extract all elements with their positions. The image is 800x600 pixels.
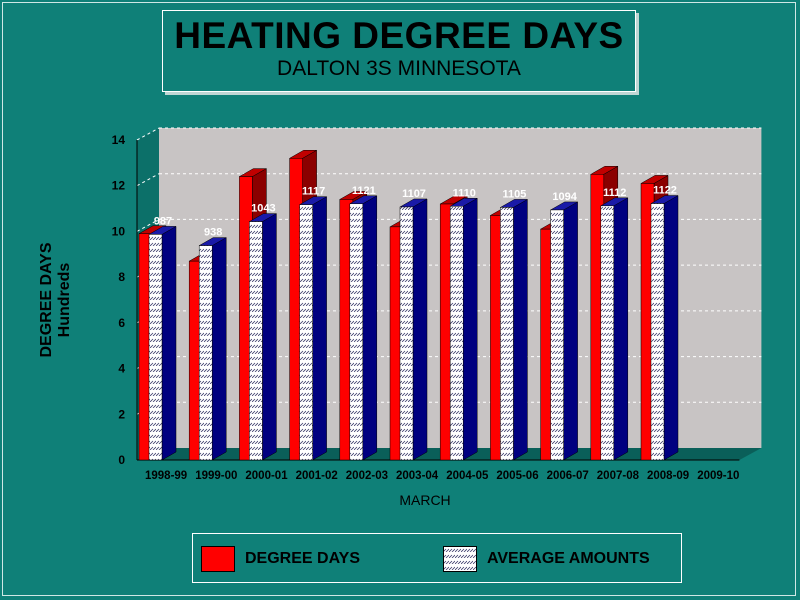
gridline-side xyxy=(136,218,160,232)
legend-label-degree-days: DEGREE DAYS xyxy=(245,550,360,567)
y-tick-label: 4 xyxy=(118,362,125,376)
y-tick-label: 14 xyxy=(112,133,126,147)
bar-average xyxy=(148,225,177,461)
bar-data-label: 1110 xyxy=(453,187,476,199)
legend-swatch-average xyxy=(443,546,477,572)
gridline-side xyxy=(136,173,160,187)
y-tick-label: 6 xyxy=(118,316,125,330)
x-tick-label: 1998-99 xyxy=(145,470,187,482)
chart-title: HEATING DEGREE DAYS xyxy=(174,15,624,56)
bar-average xyxy=(650,195,679,461)
bar-average xyxy=(248,213,278,461)
chart-subtitle: DALTON 3S MINNESOTA xyxy=(277,57,521,80)
legend-swatch-degree-days xyxy=(201,546,235,572)
bar-data-label: 1121 xyxy=(352,185,376,197)
bar-average xyxy=(549,201,579,461)
bar-data-label: 1043 xyxy=(251,203,275,215)
bar-average xyxy=(499,198,529,461)
legend-label-average: AVERAGE AMOUNTS xyxy=(487,550,650,567)
x-tick-label: 2009-10 xyxy=(697,470,739,482)
x-tick-label: 2005-06 xyxy=(496,470,538,482)
bar-data-label: 987 xyxy=(154,215,172,227)
bar-data-label: 1122 xyxy=(653,185,677,197)
x-tick-label: 2002-03 xyxy=(346,470,388,482)
y-tick-label: 12 xyxy=(112,179,126,193)
x-axis-title: MARCH xyxy=(399,492,450,508)
x-tick-label: 1999-00 xyxy=(195,470,237,482)
legend: DEGREE DAYS AVERAGE AMOUNTS xyxy=(192,533,682,583)
y-tick-label: 10 xyxy=(112,224,126,238)
x-tick-label: 2007-08 xyxy=(597,470,640,482)
legend-item-degree-days: DEGREE DAYS xyxy=(201,546,360,572)
bar-average xyxy=(599,197,629,461)
y-tick-label: 0 xyxy=(118,453,125,467)
bar-data-label: 1112 xyxy=(603,187,626,199)
legend-item-average: AVERAGE AMOUNTS xyxy=(443,546,650,572)
bar-data-label: 938 xyxy=(204,227,222,239)
bar-average xyxy=(198,237,228,461)
bar-average xyxy=(298,196,328,461)
bar-data-label: 1107 xyxy=(402,188,426,200)
bar-data-label: 1105 xyxy=(502,188,526,200)
bar-average xyxy=(348,195,378,461)
x-tick-label: 2003-04 xyxy=(396,470,439,482)
title-box: HEATING DEGREE DAYS DALTON 3S MINNESOTA xyxy=(162,10,636,92)
x-tick-label: 2008-09 xyxy=(647,470,689,482)
x-tick-label: 2004-05 xyxy=(446,470,489,482)
x-tick-label: 2001-02 xyxy=(296,470,338,482)
bar-average xyxy=(449,197,479,461)
y-tick-label: 2 xyxy=(118,407,125,421)
bar-data-label: 1094 xyxy=(552,191,577,203)
y-tick-label: 8 xyxy=(118,270,125,284)
bar-data-label: 1117 xyxy=(302,186,325,198)
gridline-side xyxy=(136,127,160,141)
bar-average xyxy=(399,198,428,461)
x-tick-label: 2006-07 xyxy=(547,470,589,482)
x-tick-label: 2000-01 xyxy=(245,470,288,482)
